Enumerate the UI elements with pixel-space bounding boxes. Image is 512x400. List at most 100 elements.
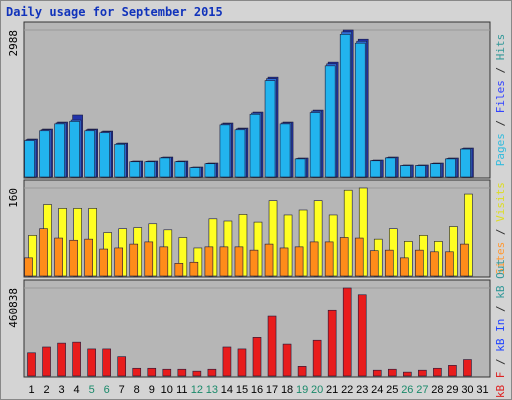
x-tick-label: 15: [236, 384, 248, 396]
x-tick-label: 29: [446, 384, 458, 396]
bar: [204, 246, 214, 277]
bar: [339, 34, 351, 178]
bar: [445, 251, 454, 277]
bar: [309, 112, 321, 178]
bar: [372, 369, 382, 377]
x-tick-label: 28: [431, 384, 443, 396]
chart-title: Daily usage for September 2015: [6, 5, 223, 19]
bar: [234, 129, 246, 178]
y-tick-label: 460838: [7, 288, 20, 328]
x-tick-label: 13: [206, 384, 218, 396]
x-tick-label: 23: [356, 384, 368, 396]
bar: [27, 352, 36, 377]
bar: [159, 157, 171, 178]
y-tick-label: 2988: [7, 30, 20, 57]
bar: [294, 246, 304, 277]
bar: [54, 123, 65, 178]
x-tick-label: 3: [59, 384, 65, 396]
bar: [159, 246, 169, 277]
bar: [234, 246, 244, 277]
bar: [189, 167, 201, 178]
legend-entry: kB Out: [494, 259, 507, 299]
bar: [69, 239, 78, 277]
bar: [174, 161, 186, 178]
bar: [279, 123, 291, 178]
x-tick-label: 10: [161, 384, 173, 396]
legend: Sites / Visits: [494, 182, 507, 275]
legend: Pages / Files / Hits: [494, 34, 507, 167]
legend-entry: Sites: [494, 242, 507, 275]
bar: [369, 250, 379, 277]
x-tick-label: 5: [89, 384, 95, 396]
bar: [339, 237, 349, 277]
bar: [84, 130, 95, 178]
bar: [24, 140, 35, 178]
bar: [463, 359, 472, 377]
legend-entry: Pages: [494, 133, 507, 166]
legend-entry: kB F: [494, 372, 507, 399]
bar: [54, 237, 63, 277]
bar: [445, 158, 456, 178]
bar: [294, 158, 306, 178]
bar: [39, 228, 48, 277]
x-tick-label: 27: [416, 384, 428, 396]
bar: [129, 161, 141, 178]
bar: [39, 130, 50, 178]
bar: [129, 243, 139, 277]
x-tick-label: 31: [476, 384, 488, 396]
legend-entry: kB In: [494, 319, 507, 352]
bar: [297, 366, 307, 377]
legend: kB F / kB In / kB Out: [494, 259, 507, 398]
x-tick-label: 9: [149, 384, 155, 396]
bar: [219, 124, 231, 178]
x-tick-label: 19: [296, 384, 308, 396]
bar: [430, 163, 441, 178]
bar: [415, 165, 426, 178]
x-tick-label: 20: [311, 384, 323, 396]
x-tick-label: 14: [221, 384, 233, 396]
bar: [144, 161, 156, 178]
bar: [448, 365, 457, 377]
bar: [264, 80, 276, 178]
bar: [144, 241, 154, 277]
bar: [147, 367, 157, 377]
bar: [162, 368, 172, 377]
bar: [354, 237, 364, 277]
bar: [324, 241, 334, 277]
x-tick-label: 22: [341, 384, 353, 396]
bar: [369, 160, 381, 178]
legend-entry: Visits: [494, 182, 507, 222]
x-tick-label: 1: [28, 384, 34, 396]
legend-entry: Files: [494, 80, 507, 113]
bar: [222, 346, 232, 377]
bar: [99, 248, 108, 277]
bar: [357, 294, 367, 377]
bar: [219, 246, 229, 277]
bar: [69, 121, 80, 178]
x-tick-label: 16: [251, 384, 263, 396]
bar: [415, 249, 424, 277]
bar: [42, 346, 51, 377]
bar: [279, 247, 289, 277]
bar: [384, 157, 396, 178]
bar: [264, 243, 274, 277]
bar: [252, 337, 262, 377]
bar: [249, 249, 259, 277]
bar: [87, 348, 96, 377]
x-tick-label: 12: [191, 384, 203, 396]
bar: [114, 143, 126, 178]
x-tick-label: 25: [386, 384, 398, 396]
x-tick-label: 7: [119, 384, 125, 396]
bar: [312, 339, 322, 377]
bar: [192, 370, 202, 377]
bar: [342, 287, 352, 377]
bar: [460, 148, 471, 178]
x-tick-label: 21: [326, 384, 338, 396]
bar: [433, 367, 442, 377]
bar: [460, 243, 469, 277]
bar: [72, 341, 81, 377]
bar: [207, 368, 217, 377]
bar: [204, 163, 216, 178]
bar: [24, 257, 33, 277]
y-tick-label: 160: [7, 188, 20, 208]
